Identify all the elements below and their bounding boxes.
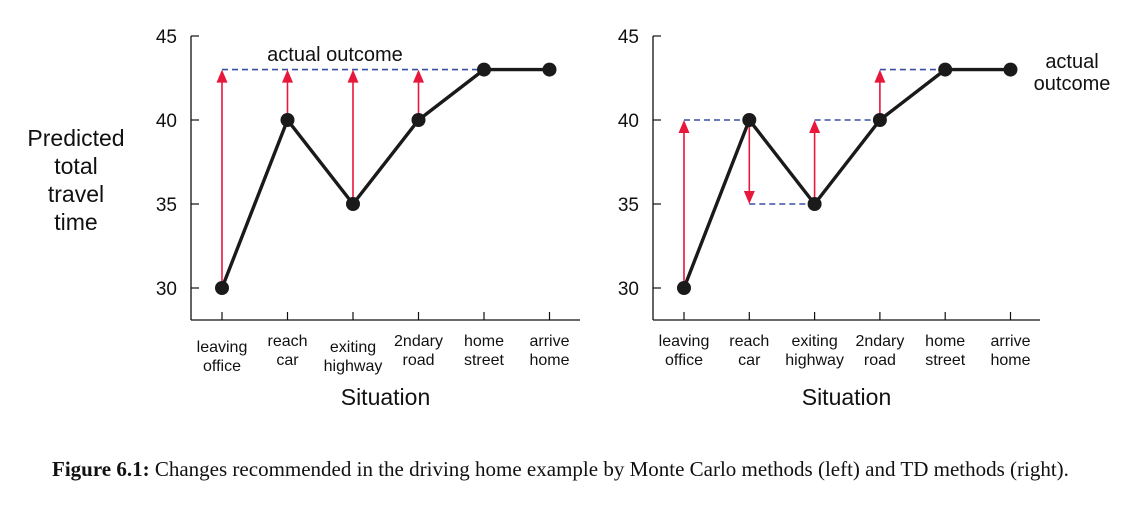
- x-tick-label: reach: [729, 333, 769, 350]
- caption-text: Changes recommended in the driving home …: [149, 457, 1069, 481]
- prediction-point: [1003, 62, 1018, 77]
- x-tick-label: home: [990, 352, 1030, 369]
- prediction-line: [682, 67, 1011, 289]
- td-arrow-head: [678, 120, 690, 133]
- left-chart-monte-carlo: 30 35 40 45 leaving office reach car exiting high…: [27, 27, 580, 410]
- x-tick-label: street: [464, 352, 505, 369]
- x-tick-label: home: [464, 333, 504, 350]
- x-axis-title: Situation: [341, 384, 431, 410]
- y-axis-title: travel: [48, 181, 104, 207]
- y-axis-title: Predicted: [27, 125, 124, 151]
- y-tick-label: 30: [618, 279, 639, 300]
- x-axis-title: Situation: [802, 384, 892, 410]
- x-tick-label: road: [402, 352, 434, 369]
- td-arrow-head: [413, 69, 424, 83]
- prediction-point: [477, 62, 491, 77]
- td-arrow-head: [743, 191, 755, 204]
- y-tick-label: 40: [156, 111, 177, 132]
- y-tick-label: 45: [618, 27, 639, 48]
- x-tick-label: arrive: [529, 333, 569, 350]
- y-tick-label: 35: [618, 195, 639, 216]
- prediction-point: [677, 281, 691, 295]
- prediction-point: [215, 281, 229, 295]
- figure-caption: Figure 6.1: Changes recommended in the d…: [52, 456, 1092, 483]
- td-arrow-head: [216, 69, 228, 83]
- actual-outcome-label: actual: [1045, 51, 1098, 73]
- y-tick-label: 40: [618, 111, 639, 132]
- y-axis-title: time: [54, 209, 97, 235]
- x-tick-label: reach: [267, 333, 307, 350]
- x-tick-label: 2ndary: [394, 333, 443, 350]
- x-tick-label: arrive: [990, 333, 1030, 350]
- figure: 30 35 40 45 leaving office reach car exiting high…: [27, 27, 1111, 410]
- caption-label: Figure 6.1:: [52, 457, 150, 481]
- td-arrow-head: [347, 69, 359, 83]
- y-axis-title: total: [54, 153, 97, 179]
- actual-outcome-label: actual outcome: [267, 44, 403, 66]
- prediction-point: [542, 62, 557, 77]
- x-tick-label: leaving: [659, 333, 710, 350]
- x-tick-label: home: [925, 333, 965, 350]
- right-chart-td: 30 35 40 45 leaving office reach car exiting high…: [618, 27, 1111, 410]
- td-arrow-head: [809, 120, 821, 133]
- prediction-point: [807, 197, 822, 211]
- x-tick-label: highway: [324, 358, 383, 375]
- x-tick-label: home: [529, 352, 569, 369]
- x-tick-label: office: [665, 352, 703, 369]
- x-tick-label: leaving: [197, 339, 248, 356]
- prediction-point: [346, 197, 360, 211]
- y-tick-label: 45: [156, 27, 177, 48]
- actual-outcome-label: outcome: [1034, 73, 1111, 95]
- x-tick-label: car: [276, 352, 299, 369]
- prediction-point: [872, 113, 887, 127]
- prediction-line: [220, 67, 550, 289]
- x-tick-label: road: [864, 352, 896, 369]
- x-tick-label: car: [738, 352, 761, 369]
- td-arrow-head: [874, 69, 886, 83]
- x-tick-label: exiting: [791, 333, 837, 350]
- y-tick-label: 35: [156, 195, 177, 216]
- prediction-point: [742, 113, 757, 127]
- prediction-point: [938, 62, 953, 77]
- x-tick-label: exiting: [330, 339, 376, 356]
- y-tick-label: 30: [156, 279, 177, 300]
- x-tick-label: street: [925, 352, 966, 369]
- x-tick-label: office: [203, 358, 241, 375]
- td-arrow-head: [282, 69, 293, 83]
- x-tick-label: highway: [785, 352, 844, 369]
- x-tick-label: 2ndary: [855, 333, 904, 350]
- prediction-point: [280, 113, 295, 127]
- prediction-point: [411, 113, 426, 127]
